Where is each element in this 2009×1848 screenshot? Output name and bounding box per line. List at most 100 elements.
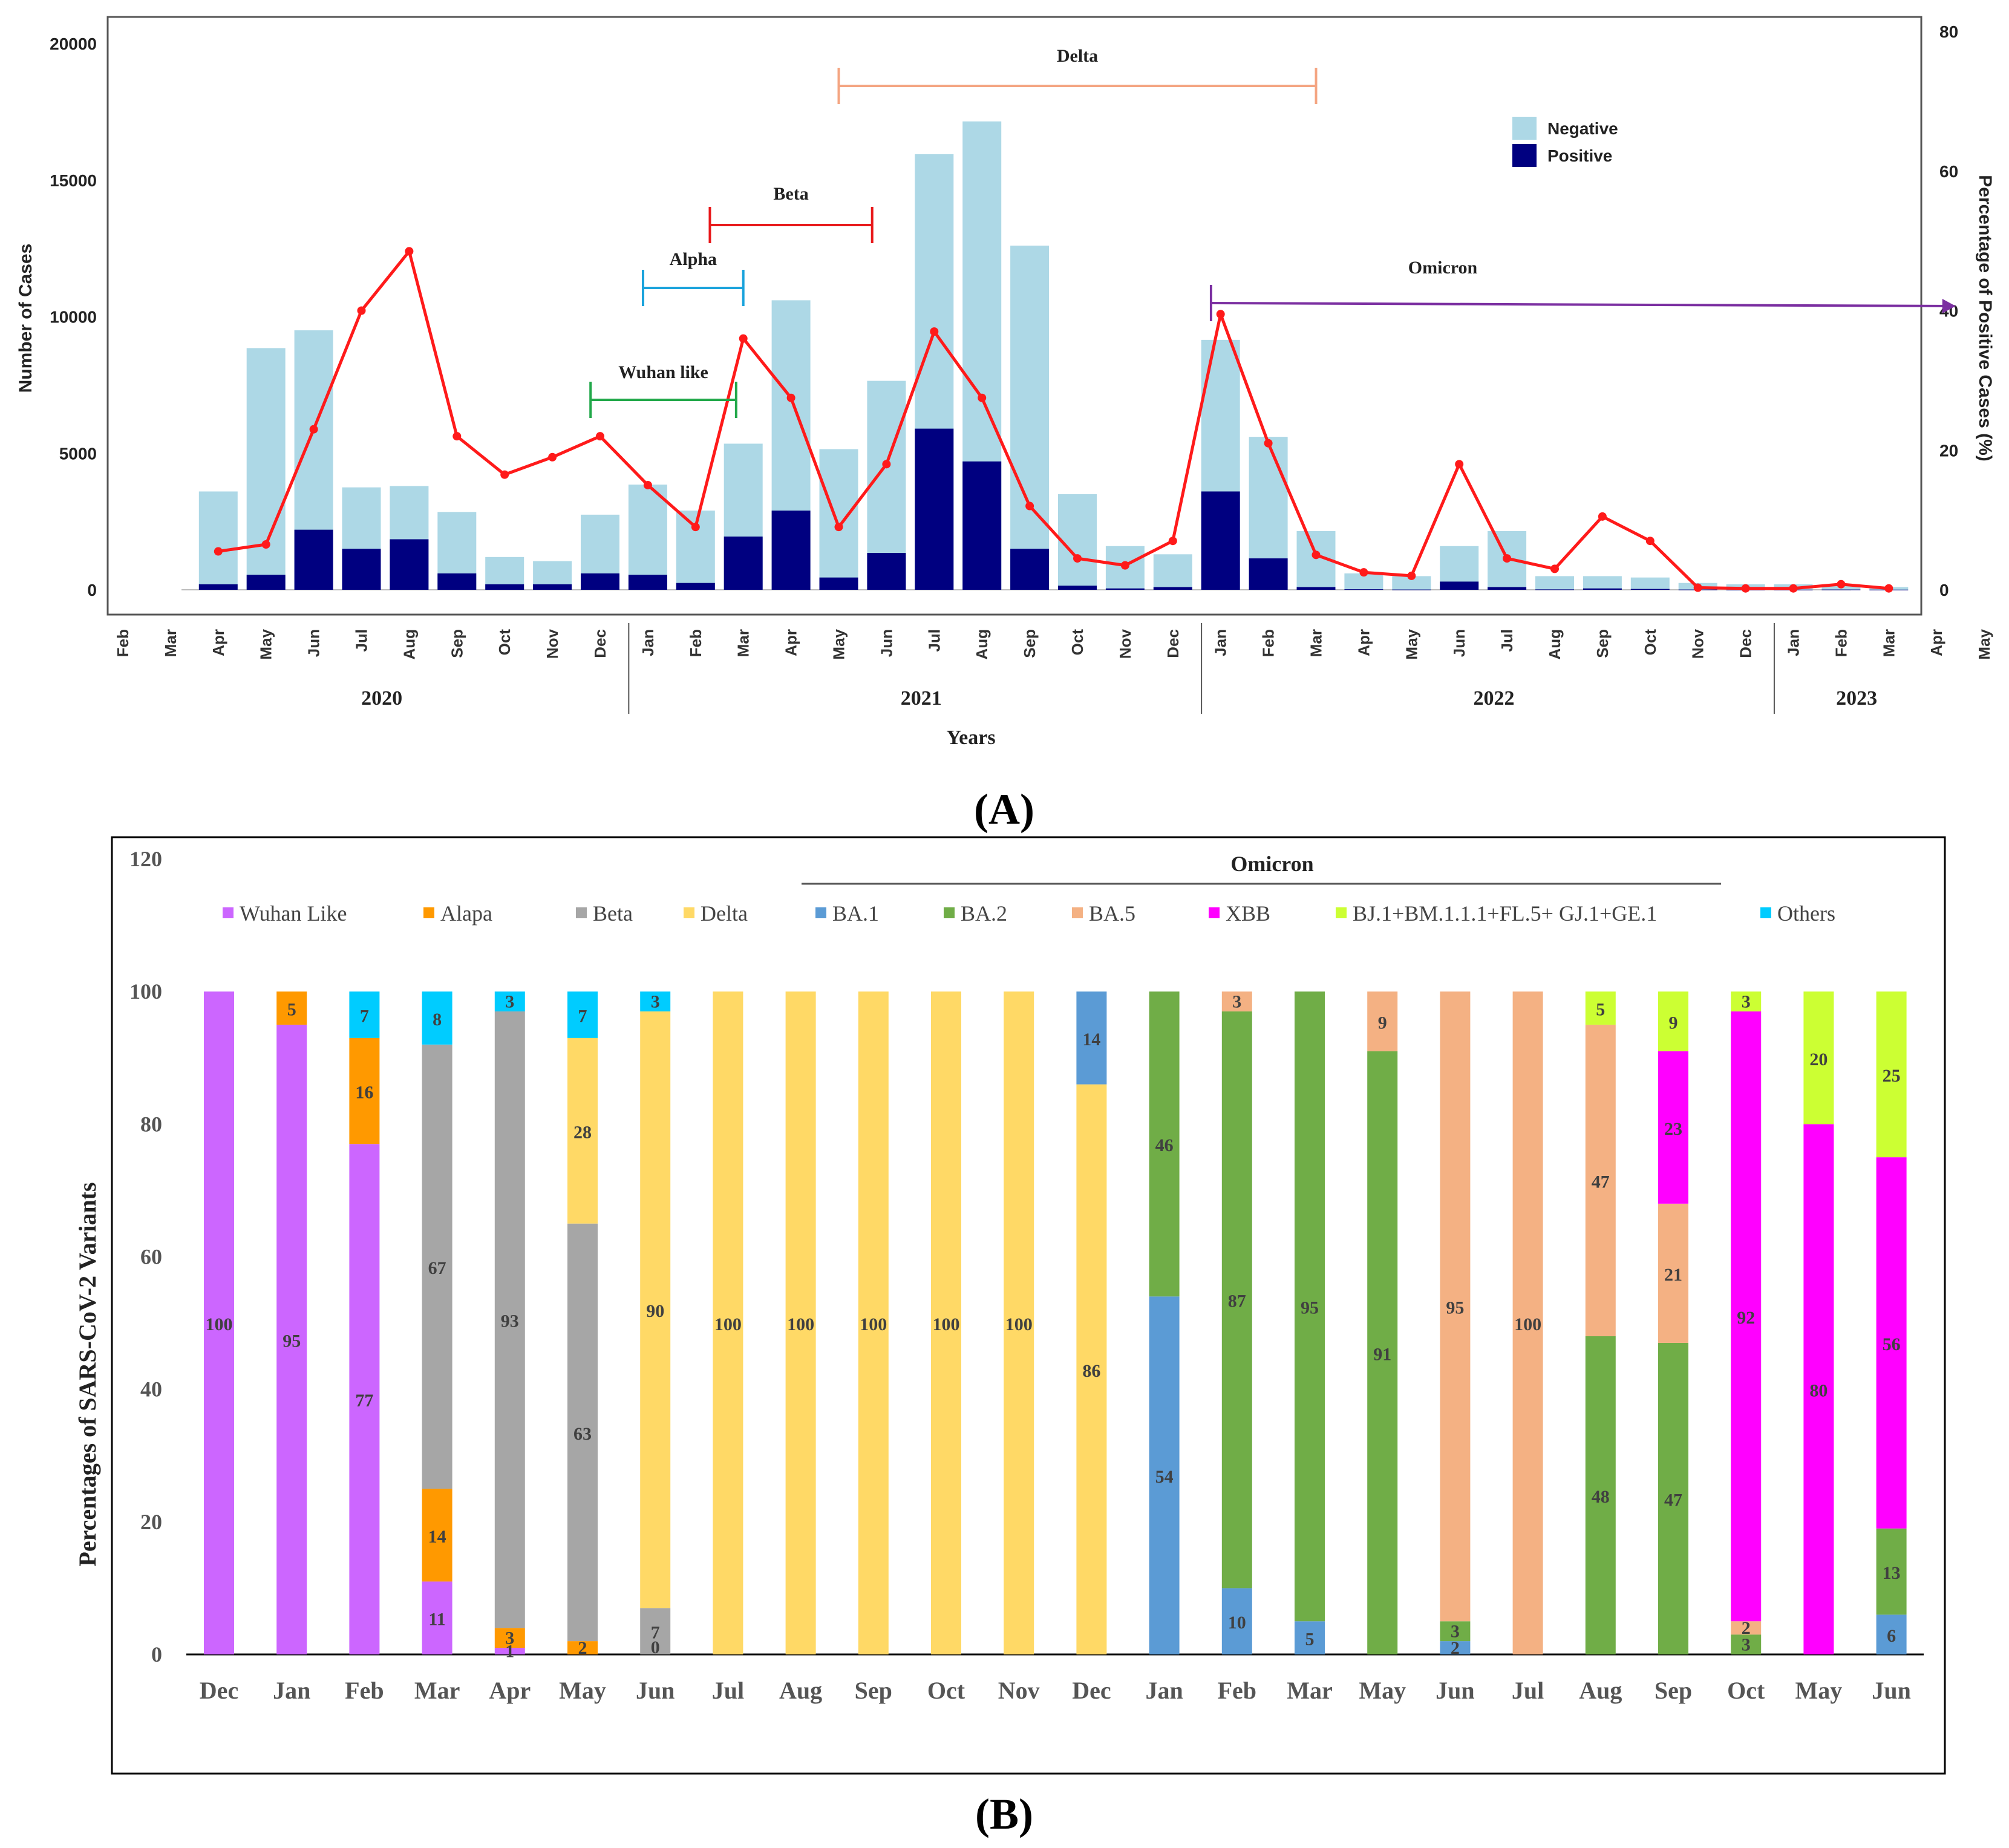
b-x-tick-label: Mar — [414, 1677, 460, 1704]
bar-positive — [819, 577, 858, 590]
stacked-segment — [494, 1648, 525, 1654]
a-y-tick-label: 15000 — [50, 171, 97, 190]
a-month-tick-label: Aug — [973, 629, 991, 660]
stacked-segment — [1585, 991, 1616, 1025]
b-y-axis-title: Percentages of SARS-CoV-2 Variants — [74, 1182, 101, 1566]
b-x-tick-label: Jan — [1145, 1677, 1183, 1704]
segment-value-label: 100 — [933, 1314, 960, 1334]
stacked-segment — [422, 991, 452, 1045]
a-year-label: 2021 — [901, 687, 942, 710]
legend-label: Beta — [593, 901, 633, 926]
positive-percentage-point — [1264, 439, 1273, 448]
segment-value-label: 100 — [206, 1314, 233, 1334]
a-year-label: 2022 — [1474, 687, 1515, 710]
stacked-segment — [1295, 991, 1325, 1622]
a-month-tick-label: Apr — [209, 629, 227, 656]
b-x-tick-label: Jun — [1436, 1677, 1475, 1704]
positive-percentage-point — [643, 480, 652, 489]
a-month-tick-label: Nov — [1689, 629, 1707, 659]
segment-value-label: 13 — [1883, 1563, 1901, 1583]
legend-swatch — [684, 907, 694, 918]
stacked-segment — [1440, 991, 1471, 1622]
legend-positive-swatch — [1512, 144, 1537, 167]
a-month-tick-label: Oct — [1068, 629, 1086, 656]
a-month-tick-label: Feb — [1259, 629, 1278, 657]
panel-a-frame — [106, 16, 1922, 616]
a-month-tick-label: Mar — [734, 629, 753, 657]
b-x-tick-label: Feb — [1218, 1677, 1256, 1704]
b-y-tick-label: 80 — [140, 1112, 162, 1136]
segment-value-label: 14 — [428, 1527, 446, 1547]
segment-value-label: 16 — [355, 1083, 373, 1103]
stacked-segment — [1876, 1157, 1907, 1529]
stacked-segment — [640, 991, 671, 1012]
segment-value-label: 5 — [1305, 1630, 1315, 1650]
legend-label: Wuhan Like — [240, 901, 347, 926]
b-x-tick-label: Feb — [345, 1677, 384, 1704]
variant-range-line — [1210, 302, 1950, 307]
variant-range-label: Beta — [773, 184, 808, 204]
segment-value-label: 67 — [428, 1258, 446, 1278]
bar-positive — [628, 575, 667, 590]
a-month-tick-label: Dec — [591, 629, 609, 658]
legend-label: BA.2 — [961, 901, 1007, 926]
b-x-tick-label: Jul — [1512, 1677, 1544, 1704]
stacked-segment — [1221, 991, 1252, 1012]
a-y-right-tick-label: 20 — [1939, 441, 1958, 460]
segment-value-label: 90 — [646, 1301, 664, 1321]
stacked-segment — [1731, 1634, 1762, 1654]
a-month-tick-label: May — [1975, 629, 1993, 659]
bar-positive — [867, 553, 906, 590]
stacked-segment — [276, 991, 307, 1025]
stacked-segment — [567, 1641, 598, 1654]
a-month-tick-label: Apr — [1354, 629, 1373, 656]
bar-negative — [1392, 576, 1431, 590]
positive-percentage-point — [1645, 537, 1655, 546]
a-y-tick-label: 0 — [87, 581, 97, 599]
panel-b-frame — [111, 836, 1946, 1775]
a-month-tick-label: Oct — [1641, 629, 1659, 656]
stacked-segment — [1440, 1621, 1471, 1642]
stacked-segment — [1004, 991, 1034, 1654]
legend-swatch — [1209, 907, 1220, 918]
legend-label: BJ.1+BM.1.1.1+FL.5+ GJ.1+GE.1 — [1353, 901, 1657, 926]
legend-swatch — [944, 907, 955, 918]
a-y-right-tick-label: 80 — [1939, 22, 1958, 41]
segment-value-label: 0 — [651, 1637, 660, 1657]
stacked-segment — [1731, 1621, 1762, 1635]
a-month-tick-label: Jan — [1785, 629, 1803, 656]
stacked-segment — [422, 1489, 452, 1582]
stacked-segment — [1221, 1011, 1252, 1588]
legend-swatch — [1760, 907, 1771, 918]
a-month-tick-label: May — [830, 629, 848, 659]
a-y-tick-label: 20000 — [50, 34, 97, 53]
positive-percentage-point — [1503, 554, 1512, 563]
variant-range-label: Delta — [1057, 46, 1098, 66]
segment-value-label: 10 — [1228, 1613, 1246, 1633]
b-x-tick-label: Sep — [855, 1677, 892, 1704]
segment-value-label: 2 — [1742, 1618, 1751, 1638]
segment-value-label: 3 — [1742, 992, 1751, 1012]
bar-positive — [342, 549, 381, 590]
segment-value-label: 3 — [1451, 1622, 1460, 1642]
positive-percentage-point — [1216, 310, 1225, 319]
positive-percentage-point — [1359, 568, 1368, 577]
a-year-label: 2020 — [361, 687, 402, 710]
legend-label: Alapa — [440, 901, 492, 926]
positive-percentage-point — [1168, 537, 1177, 546]
legend-swatch — [815, 907, 826, 918]
segment-value-label: 92 — [1737, 1308, 1755, 1328]
positive-percentage-point — [1837, 580, 1846, 589]
bar-positive — [1440, 581, 1479, 590]
b-x-tick-label: May — [559, 1677, 606, 1704]
panel-a-legend: Negative Positive — [1512, 117, 1618, 167]
stacked-segment — [1803, 991, 1834, 1125]
stacked-segment — [349, 991, 380, 1038]
segment-value-label: 47 — [1664, 1490, 1682, 1510]
bar-negative — [198, 491, 238, 590]
segment-value-label: 2 — [1451, 1638, 1460, 1658]
b-x-tick-label: May — [1359, 1677, 1406, 1704]
b-y-tick-label: 0 — [151, 1642, 162, 1667]
stacked-segment — [567, 1223, 598, 1642]
